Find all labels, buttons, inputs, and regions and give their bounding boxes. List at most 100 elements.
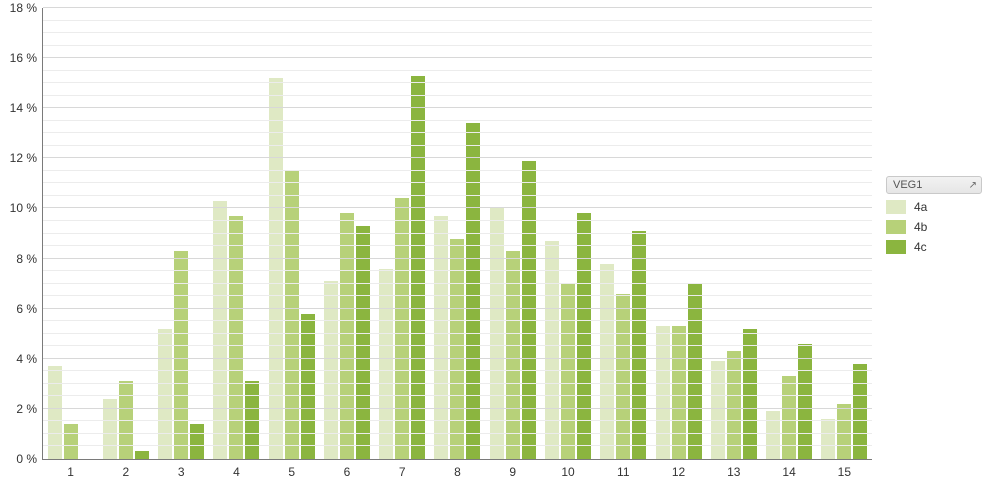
grid-minor-line: [43, 20, 872, 21]
chart-container: 123456789101112131415 0 %2 %4 %6 %8 %10 …: [0, 0, 990, 504]
grid-minor-line: [43, 420, 872, 421]
legend-label: 4a: [914, 200, 927, 214]
x-axis-label: 11: [617, 465, 629, 479]
category-group: 2: [98, 8, 153, 459]
category-group: 15: [817, 8, 872, 459]
bar-4a: [379, 269, 393, 459]
legend-item-4a[interactable]: 4a: [886, 200, 982, 214]
y-axis-label: 0 %: [16, 452, 37, 466]
bar-4a: [821, 419, 835, 459]
bar-4b: [64, 424, 78, 459]
grid-minor-line: [43, 295, 872, 296]
bar-4a: [158, 329, 172, 459]
x-axis-label: 5: [288, 465, 295, 479]
bar-4b: [782, 376, 796, 459]
category-group: 9: [485, 8, 540, 459]
grid-minor-line: [43, 433, 872, 434]
bar-4b: [727, 351, 741, 459]
y-axis-label: 16 %: [10, 51, 37, 65]
bar-4b: [285, 171, 299, 459]
grid-minor-line: [43, 195, 872, 196]
grid-minor-line: [43, 182, 872, 183]
x-axis-label: 3: [178, 465, 185, 479]
legend-swatch: [886, 200, 906, 214]
category-group: 14: [761, 8, 816, 459]
x-axis-label: 15: [838, 465, 851, 479]
x-axis-label: 9: [509, 465, 516, 479]
grid-minor-line: [43, 170, 872, 171]
grid-major-line: [43, 107, 872, 108]
x-axis-label: 14: [782, 465, 795, 479]
grid-minor-line: [43, 383, 872, 384]
grid-major-line: [43, 358, 872, 359]
category-group: 1: [43, 8, 98, 459]
category-group: 12: [651, 8, 706, 459]
x-axis-label: 13: [727, 465, 740, 479]
x-axis-label: 2: [123, 465, 130, 479]
x-axis-label: 12: [672, 465, 685, 479]
y-axis-label: 14 %: [10, 101, 37, 115]
grid-minor-line: [43, 32, 872, 33]
grid-major-line: [43, 207, 872, 208]
bar-4c: [798, 344, 812, 459]
grid-minor-line: [43, 395, 872, 396]
y-axis-label: 6 %: [16, 302, 37, 316]
bar-4a: [269, 78, 283, 459]
grid-major-line: [43, 157, 872, 158]
y-axis-label: 2 %: [16, 402, 37, 416]
plot-area: 123456789101112131415 0 %2 %4 %6 %8 %10 …: [42, 8, 872, 460]
bar-4c: [743, 329, 757, 459]
category-group: 7: [375, 8, 430, 459]
x-axis-label: 8: [454, 465, 461, 479]
category-group: 8: [430, 8, 485, 459]
bar-4b: [450, 239, 464, 459]
grid-major-line: [43, 57, 872, 58]
grid-minor-line: [43, 320, 872, 321]
category-group: 5: [264, 8, 319, 459]
grid-minor-line: [43, 70, 872, 71]
grid-minor-line: [43, 283, 872, 284]
category-group: 11: [596, 8, 651, 459]
category-group: 6: [319, 8, 374, 459]
bar-4b: [229, 216, 243, 459]
x-axis-label: 10: [561, 465, 574, 479]
grid-major-line: [43, 408, 872, 409]
grid-minor-line: [43, 132, 872, 133]
grid-minor-line: [43, 120, 872, 121]
bar-4a: [434, 216, 448, 459]
bar-4a: [600, 264, 614, 459]
grid-minor-line: [43, 370, 872, 371]
grid-major-line: [43, 7, 872, 8]
grid-minor-line: [43, 445, 872, 446]
x-axis-label: 6: [344, 465, 351, 479]
grid-minor-line: [43, 270, 872, 271]
grid-minor-line: [43, 245, 872, 246]
y-axis-label: 10 %: [10, 201, 37, 215]
grid-minor-line: [43, 220, 872, 221]
category-group: 4: [209, 8, 264, 459]
category-group: 10: [540, 8, 595, 459]
bar-4a: [711, 361, 725, 459]
grid-major-line: [43, 308, 872, 309]
bar-4a: [545, 241, 559, 459]
legend-item-4b[interactable]: 4b: [886, 220, 982, 234]
grid-minor-line: [43, 145, 872, 146]
legend-item-4c[interactable]: 4c: [886, 240, 982, 254]
y-axis-label: 18 %: [10, 1, 37, 15]
legend: VEG1 ↗ 4a 4b 4c: [886, 176, 982, 260]
grid-minor-line: [43, 233, 872, 234]
x-axis-label: 1: [67, 465, 74, 479]
bar-4c: [301, 314, 315, 459]
grid-minor-line: [43, 45, 872, 46]
legend-label: 4c: [914, 240, 927, 254]
bar-4c: [190, 424, 204, 459]
legend-swatch: [886, 240, 906, 254]
legend-swatch: [886, 220, 906, 234]
bars-layer: 123456789101112131415: [43, 8, 872, 459]
x-axis-label: 4: [233, 465, 240, 479]
bar-4b: [340, 213, 354, 459]
bar-4c: [135, 451, 149, 459]
legend-items: 4a 4b 4c: [886, 200, 982, 254]
x-axis-label: 7: [399, 465, 406, 479]
legend-header[interactable]: VEG1 ↗: [886, 176, 982, 194]
